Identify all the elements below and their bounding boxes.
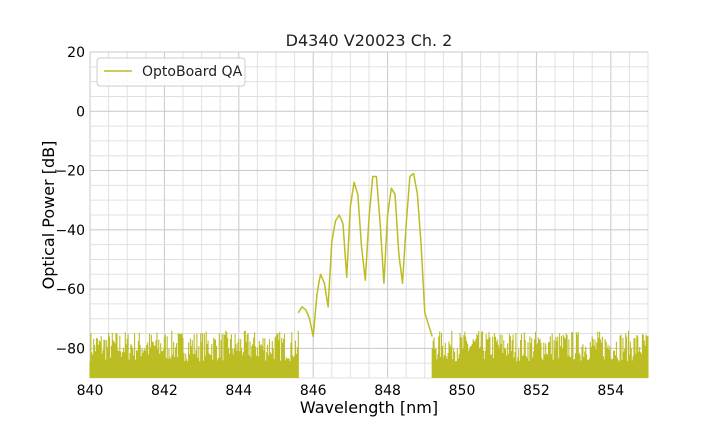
chart-title: D4340 V20023 Ch. 2 [286,31,453,50]
y-tick-label: 0 [76,104,85,120]
x-tick-label: 854 [597,383,624,399]
noise-floor-path [431,330,649,378]
y-tick-label: −40 [55,223,85,239]
x-tick-label: 844 [225,383,252,399]
series-layer [89,172,649,378]
x-axis-label: Wavelength [nm] [300,398,438,417]
legend-box [96,57,246,87]
legend-label: OptoBoard QA [142,64,243,80]
y-tick-labels: 20 0 −20 −40 −60 −80 [55,45,85,357]
x-tick-label: 840 [77,383,104,399]
noise-floor-path [89,330,299,378]
series-line-optoboard-qa [297,172,433,338]
x-tick-label: 846 [300,383,327,399]
grid [89,51,649,379]
y-axis-label: Optical Power [dB] [39,141,58,290]
y-tick-label: −80 [55,341,85,357]
y-tick-label: −20 [55,164,85,180]
legend: OptoBoard QA [96,57,246,87]
x-tick-labels: 840 842 844 846 848 850 852 854 [77,383,625,399]
x-tick-label: 842 [151,383,178,399]
noise-floor-segments [89,330,649,378]
x-tick-label: 848 [374,383,401,399]
y-tick-label: 20 [67,45,85,61]
x-tick-label: 852 [523,383,550,399]
y-tick-label: −60 [55,282,85,298]
x-tick-label: 850 [449,383,476,399]
